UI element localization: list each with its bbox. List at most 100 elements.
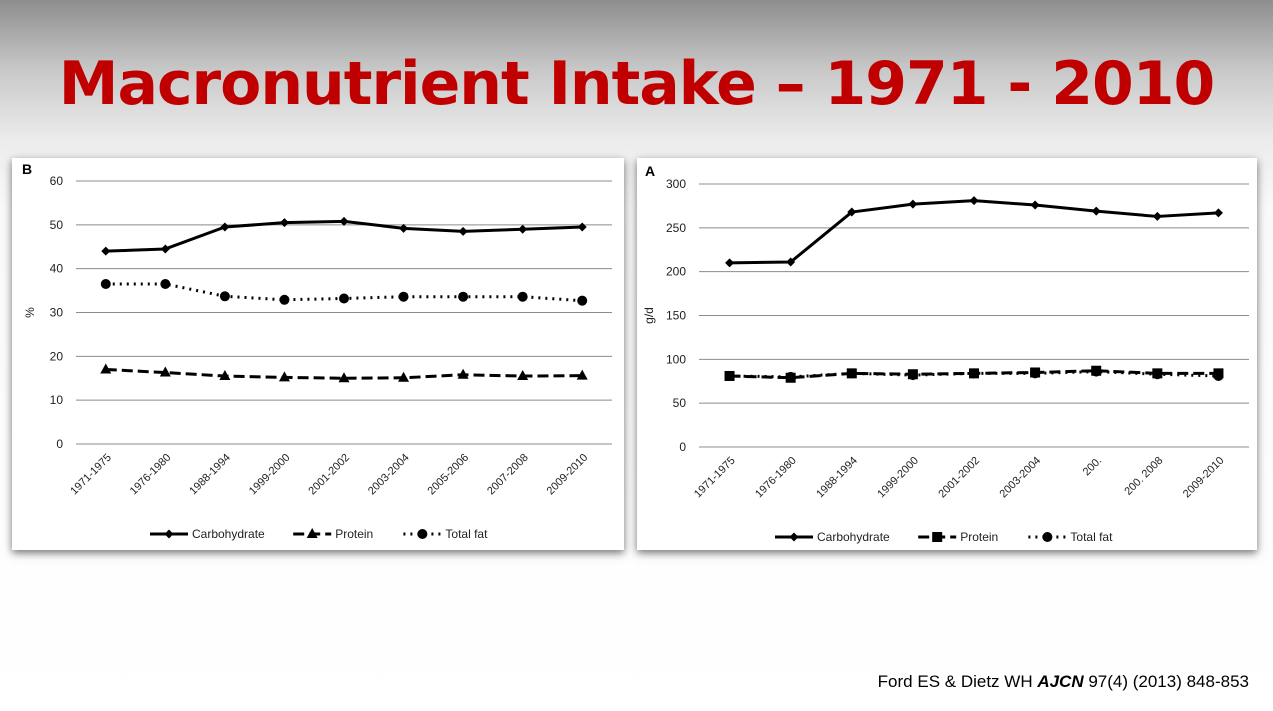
citation-rest: 97(4) (2013) 848-853	[1083, 672, 1249, 691]
point-a-2-4	[969, 368, 979, 379]
point-a-0-5	[1030, 200, 1040, 210]
point-b-2-3	[279, 294, 290, 305]
legend-marker-b-0	[164, 529, 174, 539]
point-a-2-3	[907, 370, 918, 381]
chart-panel-a: A 0 50 100 150 200 250 300 g/d 1971-1975 1976-1980…	[637, 158, 1257, 550]
legend-label-a-0: Carbohydrate	[817, 530, 890, 544]
point-b-0-2	[220, 222, 230, 232]
x-tick-a-0: 1971-1975	[692, 455, 738, 501]
point-b-2-1	[160, 279, 171, 290]
y-tick-a-250: 250	[666, 221, 686, 235]
legend-marker-a-2	[1042, 532, 1053, 542]
legend-label-a-1: Protein	[960, 530, 998, 544]
legend-item-b-1: Protein	[293, 527, 373, 541]
legend-item-a-2: Total fat	[1028, 530, 1113, 544]
x-tick-a-7: 200. 2008	[1122, 455, 1165, 498]
citation: Ford ES & Dietz WH AJCN 97(4) (2013) 848…	[878, 672, 1249, 692]
legend-marker-a-1	[932, 532, 943, 542]
y-tick-a-0: 0	[679, 440, 686, 454]
point-b-2-8	[577, 295, 588, 306]
point-a-0-8	[1213, 208, 1223, 218]
x-tick-b-3: 1999-2000	[247, 452, 293, 498]
x-tick-b-7: 2007-2008	[485, 452, 531, 498]
point-a-0-4	[969, 196, 979, 206]
x-tick-b-5: 2003-2004	[366, 452, 412, 498]
point-b-1-0	[100, 363, 112, 374]
point-b-0-4	[339, 216, 349, 226]
x-tick-a-3: 1999-2000	[875, 455, 921, 501]
x-tick-a-8: 2009-2010	[1181, 455, 1227, 501]
point-b-0-1	[160, 244, 170, 254]
legend-marker-a-0	[789, 532, 799, 542]
x-tick-a-2: 1988-1994	[814, 455, 860, 501]
point-a-0-0	[725, 258, 735, 268]
y-tick-b-50: 50	[50, 218, 64, 232]
y-tick-b-60: 60	[50, 174, 64, 188]
point-a-2-5	[1030, 368, 1041, 379]
series-b-0	[101, 216, 587, 256]
series-a-2	[724, 366, 1224, 382]
point-a-2-6	[1091, 366, 1102, 377]
x-tick-a-5: 2003-2004	[998, 455, 1044, 501]
point-a-2-2	[846, 368, 857, 379]
point-b-0-3	[279, 218, 289, 228]
point-b-2-0	[100, 279, 111, 290]
y-tick-a-100: 100	[666, 352, 686, 366]
point-a-2-1	[785, 371, 796, 382]
point-b-1-1	[159, 366, 171, 377]
point-a-0-6	[1091, 206, 1101, 216]
point-a-2-8	[1213, 370, 1224, 381]
point-b-0-0	[101, 246, 111, 256]
point-a-2-0	[724, 370, 735, 381]
chart-a-svg: A 0 50 100 150 200 250 300 g/d 1971-1975 1976-1980…	[642, 163, 1249, 544]
x-tick-b-6: 2005-2006	[426, 452, 472, 498]
series-a-0	[725, 196, 1223, 268]
legend-label-b-0: Carbohydrate	[192, 527, 265, 541]
legend-label-b-1: Protein	[335, 527, 373, 541]
point-b-1-5	[398, 371, 410, 382]
legend-label-b-2: Total fat	[445, 527, 488, 541]
point-b-0-7	[518, 224, 528, 234]
y-tick-a-200: 200	[666, 265, 686, 279]
point-b-1-8	[576, 369, 588, 380]
x-tick-b-8: 2009-2010	[545, 452, 591, 498]
x-tick-a-1: 1976-1980	[753, 455, 799, 501]
point-b-1-2	[219, 370, 231, 381]
x-tick-a-6: 200.	[1081, 455, 1105, 479]
y-tick-b-10: 10	[50, 393, 64, 407]
x-tick-b-2: 1988-1994	[187, 452, 233, 498]
point-b-0-5	[399, 223, 409, 233]
point-b-1-3	[278, 371, 290, 382]
point-a-2-7	[1152, 369, 1163, 380]
series-line-a-2	[729, 370, 1219, 379]
point-b-1-4	[338, 372, 350, 383]
point-b-2-6	[458, 291, 469, 302]
legend-marker-b-2	[417, 529, 428, 539]
chart-panel-b: B 0 10 20 30 40 50 60% 1971-1975 1976-1980 1988-19…	[12, 158, 624, 550]
legend-item-a-1: Protein	[918, 530, 998, 544]
citation-journal: AJCN	[1037, 672, 1084, 691]
y-tick-a-50: 50	[673, 396, 687, 410]
x-tick-a-4: 2001-2002	[936, 455, 982, 501]
point-b-0-8	[577, 222, 587, 232]
x-tick-b-1: 1976-1980	[128, 452, 174, 498]
series-b-1	[100, 363, 588, 383]
slide-title: Macronutrient Intake – 1971 - 2010	[58, 49, 1215, 119]
point-b-0-6	[458, 226, 468, 236]
point-b-2-5	[398, 291, 409, 302]
y-tick-b-0: 0	[56, 437, 63, 451]
y-axis-label-a: g/d	[642, 307, 656, 324]
point-b-2-2	[219, 291, 230, 302]
y-tick-b-20: 20	[50, 349, 64, 363]
y-tick-a-150: 150	[666, 309, 686, 323]
x-tick-b-4: 2001-2002	[306, 452, 352, 498]
citation-authors: Ford ES & Dietz WH	[877, 672, 1038, 691]
point-a-0-1	[786, 257, 796, 267]
panel-label-b: B	[22, 161, 32, 177]
point-a-0-7	[1152, 211, 1162, 221]
point-b-1-7	[517, 370, 529, 381]
series-line-a-0	[729, 199, 1219, 265]
point-a-0-2	[847, 207, 857, 217]
y-tick-b-40: 40	[50, 262, 64, 276]
series-b-2	[100, 279, 588, 306]
